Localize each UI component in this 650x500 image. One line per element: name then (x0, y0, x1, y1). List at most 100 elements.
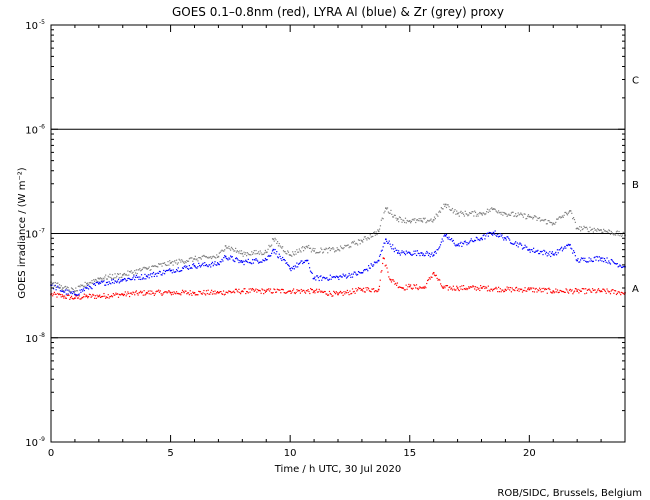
trace-dot (619, 235, 621, 237)
trace-dot (374, 234, 376, 236)
data-point (313, 250, 315, 252)
trace-dot (334, 293, 337, 295)
trace-dot (420, 252, 422, 254)
trace-dot (75, 295, 77, 297)
trace-dot (395, 284, 398, 286)
trace-dot (451, 209, 453, 211)
trace-dot (505, 213, 507, 215)
trace-dot (124, 291, 126, 293)
trace-dot (392, 248, 395, 250)
trace-dot (443, 203, 445, 205)
data-point (289, 254, 291, 256)
trace-dot (606, 230, 608, 232)
trace-dot (82, 284, 84, 286)
trace-dot (441, 238, 443, 240)
trace-dot (64, 289, 67, 291)
trace-dot (585, 226, 588, 228)
trace-dot (474, 288, 476, 290)
trace-dot (515, 213, 517, 215)
trace-dot (551, 251, 553, 253)
trace-dot (116, 293, 118, 295)
trace-dot (547, 252, 549, 254)
trace-dot (463, 288, 466, 290)
trace-dot (264, 257, 266, 260)
trace-dot (60, 285, 62, 287)
trace-dot (220, 250, 222, 252)
trace-dot (318, 279, 320, 282)
trace-dot (298, 262, 300, 265)
chart-title: GOES 0.1–0.8nm (red), LYRA Al (blue) & Z… (172, 5, 504, 19)
trace-dot (185, 290, 187, 292)
trace-dot (482, 234, 484, 237)
trace-dot (75, 294, 77, 296)
trace-dot (469, 212, 471, 214)
trace-dot (340, 247, 343, 249)
trace-dot (524, 213, 526, 215)
trace-dot (615, 231, 618, 233)
trace-dot (158, 263, 160, 265)
trace-dot (338, 249, 340, 251)
trace-dot (76, 297, 79, 299)
trace-dot (563, 214, 565, 216)
trace-dot (191, 257, 193, 259)
trace-dot (432, 273, 434, 275)
trace-dot (118, 293, 120, 296)
trace-dot (570, 210, 572, 212)
trace-dot (481, 287, 483, 289)
trace-dot (516, 289, 518, 292)
x-tick-label: 0 (48, 448, 54, 459)
trace-dot (436, 214, 438, 216)
trace-dot (202, 292, 204, 294)
trace-dot (90, 287, 92, 289)
trace-dot (57, 282, 59, 284)
trace-dot (290, 254, 292, 257)
trace-dot (287, 290, 290, 292)
trace-dot (83, 289, 85, 292)
trace-dot (420, 287, 422, 289)
trace-dot (567, 243, 569, 245)
trace-dot (125, 295, 127, 297)
trace-dot (488, 209, 490, 211)
trace-dot (447, 204, 449, 206)
trace-dot (491, 233, 493, 235)
trace-dot (547, 288, 549, 290)
trace-dot (281, 288, 283, 291)
trace-dot (319, 251, 321, 253)
trace-dot (148, 277, 150, 279)
data-point (272, 248, 275, 251)
trace-dot (67, 293, 69, 295)
trace-dot (431, 220, 433, 222)
trace-dot (376, 234, 378, 236)
trace-dot (354, 243, 356, 245)
trace-dot (386, 207, 389, 209)
trace-dot (384, 242, 386, 244)
trace-dot (577, 227, 579, 230)
trace-dot (542, 290, 544, 293)
trace-dot (550, 291, 552, 293)
trace-dot (128, 274, 130, 276)
trace-dot (332, 276, 334, 279)
trace-dot (266, 251, 268, 253)
trace-dot (187, 267, 189, 270)
trace-dot (593, 227, 595, 230)
trace-dot (429, 256, 431, 258)
trace-dot (101, 279, 103, 281)
trace-dot (251, 251, 253, 253)
trace-dot (570, 290, 572, 292)
trace-dot (140, 292, 143, 294)
trace-dot (559, 249, 561, 251)
trace-dot (144, 267, 146, 269)
trace-dot (256, 291, 258, 293)
trace-dot (472, 211, 474, 213)
trace-dot (56, 282, 58, 285)
trace-dot (336, 292, 338, 294)
trace-dot (327, 252, 329, 254)
trace-dot (205, 294, 207, 296)
trace-dot (598, 256, 600, 258)
trace-dot (271, 250, 274, 252)
trace-dot (586, 261, 589, 263)
trace-dot (85, 294, 87, 296)
trace-dot (376, 262, 378, 264)
trace-dot (284, 259, 286, 262)
trace-dot (328, 278, 331, 280)
